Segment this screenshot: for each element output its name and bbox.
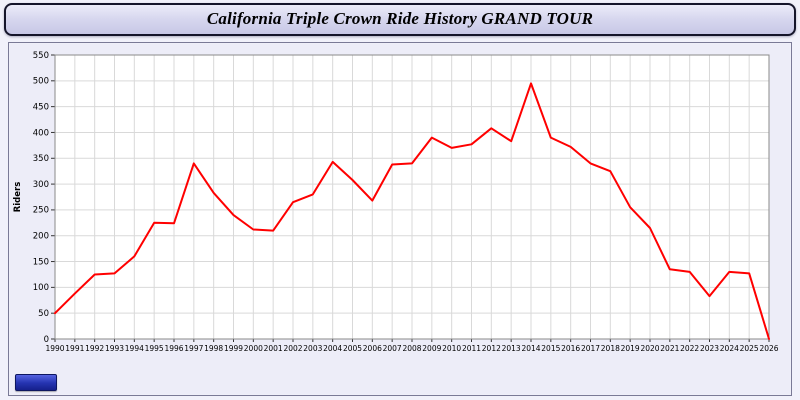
y-tick-label: 200 — [33, 232, 49, 242]
x-tick-label: 2005 — [343, 344, 362, 353]
x-tick-label: 2020 — [640, 344, 659, 353]
chart-panel: 0 50 100 150 200 250 300 350 400 450 500 550 1990 199… — [8, 42, 792, 396]
x-tick-label: 1998 — [204, 344, 223, 353]
y-tick-label: 500 — [33, 77, 49, 87]
x-tick-label: 1995 — [145, 344, 164, 353]
bottom-left-badge[interactable] — [15, 374, 57, 391]
x-tick-label: 2013 — [502, 344, 521, 353]
x-tick-label: 2023 — [700, 344, 719, 353]
x-tick-label: 1999 — [224, 344, 243, 353]
title-bar: California Triple Crown Ride History GRA… — [4, 3, 796, 36]
y-tick-label: 250 — [33, 206, 49, 216]
x-tick-label: 2011 — [462, 344, 481, 353]
x-tick-label: 2006 — [363, 344, 382, 353]
x-tick-label: 2002 — [283, 344, 302, 353]
y-axis-label: Riders — [13, 182, 23, 213]
x-tick-label: 2004 — [323, 344, 342, 353]
x-tick-label: 2025 — [740, 344, 759, 353]
x-tick-label: 2022 — [680, 344, 699, 353]
y-tick-label: 400 — [33, 128, 49, 138]
x-tick-label: 1993 — [105, 344, 124, 353]
x-tick-label: 1997 — [184, 344, 203, 353]
y-tick-label: 50 — [38, 309, 49, 319]
x-tick-label: 2003 — [303, 344, 322, 353]
y-tick-label: 300 — [33, 180, 49, 190]
x-tick-label: 2018 — [601, 344, 620, 353]
x-tick-label: 2010 — [442, 344, 461, 353]
riders-series-line — [54, 82, 770, 340]
y-tick-label: 100 — [33, 283, 49, 293]
x-tick-label: 2014 — [521, 344, 540, 353]
page-title: California Triple Crown Ride History GRA… — [206, 9, 594, 28]
y-tick-label: 150 — [33, 257, 49, 267]
x-tick-label: 2026 — [759, 344, 778, 353]
x-tick-label: 1990 — [45, 344, 64, 353]
y-tick-label: 550 — [33, 51, 49, 61]
x-tick-label: 2016 — [561, 344, 580, 353]
x-tick-label: 2009 — [422, 344, 441, 353]
x-tick-label: 1996 — [164, 344, 183, 353]
y-tick-label: 350 — [33, 154, 49, 164]
x-tick-label: 2019 — [621, 344, 640, 353]
x-tick-label: 2001 — [264, 344, 283, 353]
x-tick-label: 2024 — [720, 344, 739, 353]
x-tick-label: 1991 — [65, 344, 84, 353]
x-tick-label: 1994 — [125, 344, 144, 353]
x-tick-label: 2015 — [541, 344, 560, 353]
x-tick-label: 2017 — [581, 344, 600, 353]
x-tick-label: 2012 — [482, 344, 501, 353]
x-tick-label: 2000 — [244, 344, 263, 353]
x-tick-label: 1992 — [85, 344, 104, 353]
y-tick-label: 0 — [44, 335, 49, 345]
plot-frame — [54, 54, 770, 340]
x-tick-label: 2008 — [402, 344, 421, 353]
x-tick-label: 2021 — [660, 344, 679, 353]
y-tick-label: 450 — [33, 102, 49, 112]
x-tick-label: 2007 — [383, 344, 402, 353]
